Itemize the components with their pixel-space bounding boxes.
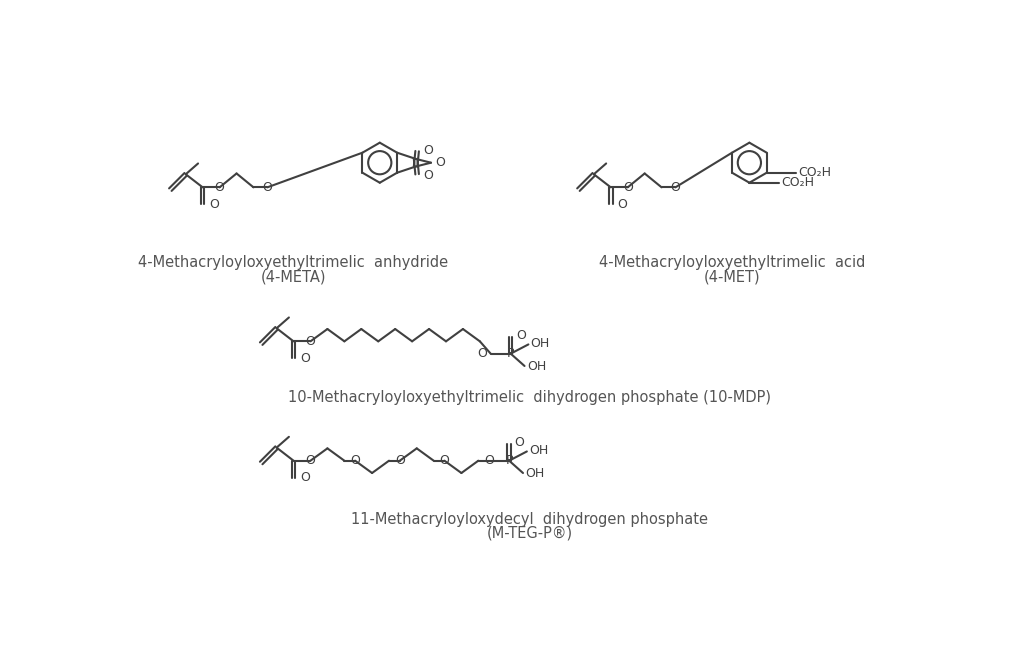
- Text: O: O: [515, 436, 524, 448]
- Text: O: O: [516, 329, 526, 342]
- Text: O: O: [215, 181, 224, 194]
- Text: O: O: [617, 198, 628, 211]
- Text: (M-TEG-P®): (M-TEG-P®): [487, 526, 573, 541]
- Text: O: O: [351, 454, 360, 467]
- Text: OH: OH: [525, 467, 545, 480]
- Text: O: O: [210, 198, 219, 211]
- Text: O: O: [423, 144, 433, 157]
- Text: 10‐Methacryloyloxyethyltrimelic  dihydrogen phosphate (10-MDP): 10‐Methacryloyloxyethyltrimelic dihydrog…: [288, 390, 771, 405]
- Text: P: P: [507, 347, 515, 360]
- Text: O: O: [305, 335, 315, 348]
- Text: O: O: [301, 471, 310, 484]
- Text: OH: OH: [527, 360, 546, 373]
- Text: O: O: [622, 181, 633, 194]
- Text: OH: OH: [529, 444, 548, 457]
- Text: P: P: [506, 454, 513, 467]
- Text: O: O: [477, 347, 487, 360]
- Text: O: O: [435, 156, 445, 169]
- Text: CO₂H: CO₂H: [798, 166, 831, 179]
- Text: O: O: [301, 352, 310, 365]
- Text: O: O: [395, 454, 404, 467]
- Text: O: O: [305, 454, 315, 467]
- Text: OH: OH: [530, 337, 550, 350]
- Text: 4‐Methacryloyloxyethyltrimelic  anhydride: 4‐Methacryloyloxyethyltrimelic anhydride: [139, 255, 449, 270]
- Text: 11‐Methacryloyloxydecyl  dihydrogen phosphate: 11‐Methacryloyloxydecyl dihydrogen phosp…: [352, 512, 708, 526]
- Text: O: O: [439, 454, 450, 467]
- Text: (4-META): (4-META): [261, 269, 327, 284]
- Text: O: O: [263, 181, 272, 194]
- Text: O: O: [484, 454, 494, 467]
- Text: (4-MET): (4-MET): [704, 269, 761, 284]
- Text: 4‐Methacryloyloxyethyltrimelic  acid: 4‐Methacryloyloxyethyltrimelic acid: [600, 255, 865, 270]
- Text: CO₂H: CO₂H: [781, 176, 814, 189]
- Text: O: O: [423, 168, 433, 181]
- Text: O: O: [670, 181, 680, 194]
